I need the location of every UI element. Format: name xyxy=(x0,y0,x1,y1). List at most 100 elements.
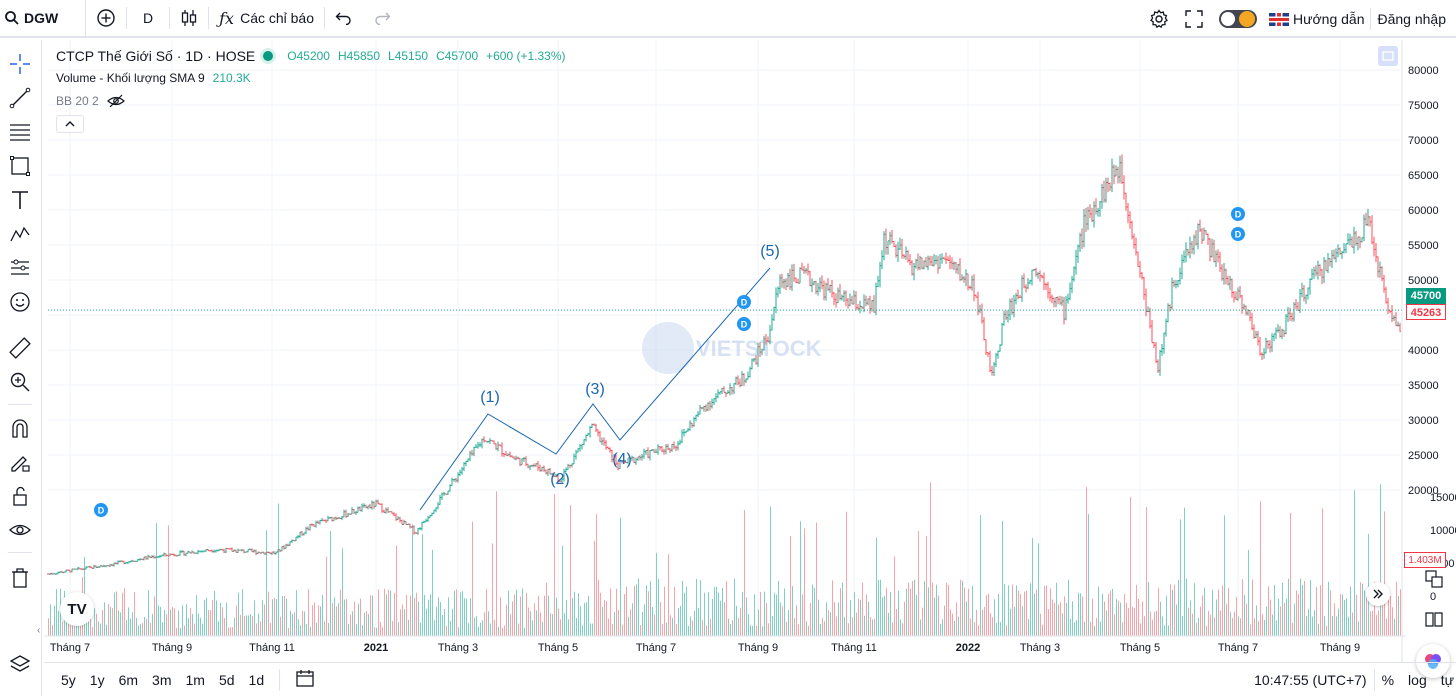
emoji-tool[interactable] xyxy=(6,288,34,316)
dividend-marker[interactable]: D xyxy=(737,295,751,309)
volume-bar xyxy=(1010,608,1011,636)
range-button-3m[interactable]: 3m xyxy=(152,671,172,688)
legend-volume[interactable]: Volume - Khối lượng SMA 9 210.3K xyxy=(56,71,251,85)
volume-bar xyxy=(826,602,827,636)
dividend-marker[interactable]: D xyxy=(94,503,108,517)
symbol-search[interactable]: DGW xyxy=(0,0,86,37)
remove-drawings-tool[interactable] xyxy=(6,564,34,592)
volume-bar xyxy=(1268,586,1269,636)
rectangle-icon xyxy=(10,156,30,176)
fib-lines-icon xyxy=(10,124,30,141)
trend-line-tool[interactable] xyxy=(6,84,34,112)
volume-bars xyxy=(48,482,1401,636)
screenshot-button[interactable] xyxy=(1378,46,1398,66)
volume-bar xyxy=(1058,604,1059,636)
lock-tool[interactable] xyxy=(6,482,34,510)
fullscreen-button[interactable] xyxy=(1177,0,1211,38)
volume-bar xyxy=(734,578,735,636)
volume-bar xyxy=(206,597,207,636)
tradingview-logo[interactable]: TV xyxy=(60,592,94,626)
toggle-knob xyxy=(1221,12,1235,26)
x-tick-label: Tháng 7 xyxy=(50,642,90,654)
volume-bar xyxy=(354,601,355,636)
range-button-1d[interactable]: 1d xyxy=(248,671,265,688)
volume-bar xyxy=(1224,515,1225,636)
dividend-marker[interactable]: D xyxy=(1231,227,1245,241)
volume-bar xyxy=(252,616,253,636)
pattern-tool[interactable] xyxy=(6,220,34,248)
settings-button[interactable] xyxy=(1141,0,1177,38)
range-button-6m[interactable]: 6m xyxy=(118,671,139,688)
volume-bar xyxy=(1280,606,1281,636)
percent-toggle[interactable]: % xyxy=(1381,672,1395,688)
dividend-marker-label: D xyxy=(1235,230,1242,240)
volume-bar xyxy=(130,618,131,636)
legend-bb[interactable]: BB 20 2 xyxy=(56,94,125,108)
range-button-1y[interactable]: 1y xyxy=(89,671,105,688)
volume-bar xyxy=(842,582,843,636)
object-tree-tool[interactable] xyxy=(6,650,34,678)
volume-bar xyxy=(748,614,749,636)
fib-tool[interactable] xyxy=(6,118,34,146)
volume-bar xyxy=(566,600,567,636)
log-toggle[interactable]: log xyxy=(1408,672,1427,688)
volume-bar xyxy=(1294,603,1295,636)
volume-bar xyxy=(454,590,455,636)
draw-mode-tool[interactable] xyxy=(6,448,34,476)
volume-bar xyxy=(1244,595,1245,636)
volume-bar xyxy=(630,609,631,636)
login-button[interactable]: Đăng nhập xyxy=(1377,11,1446,27)
collapse-left-icon[interactable]: ‹ xyxy=(37,625,41,636)
book-button[interactable] xyxy=(1424,609,1444,629)
elliott-wave-line[interactable] xyxy=(419,267,771,511)
auto-toggle[interactable]: tự xyxy=(1440,672,1454,688)
assistant-button[interactable] xyxy=(1416,644,1450,678)
theme-toggle[interactable] xyxy=(1219,10,1257,28)
elliott-wave[interactable]: (1) (2) (3) (4) (5) xyxy=(419,243,780,511)
legend-collapse-button[interactable] xyxy=(56,115,84,133)
measure-tool[interactable] xyxy=(6,334,34,362)
volume-bar xyxy=(264,604,265,636)
volume-bar xyxy=(1138,598,1139,636)
date-range-button[interactable] xyxy=(288,668,322,691)
chart-type-button[interactable] xyxy=(170,0,208,37)
range-button-5y[interactable]: 5y xyxy=(61,671,76,688)
magnet-tool[interactable] xyxy=(6,414,34,442)
scroll-right-button[interactable] xyxy=(1366,582,1390,606)
range-button-1m[interactable]: 1m xyxy=(185,671,205,688)
volume-bar xyxy=(1390,595,1391,636)
compare-button[interactable] xyxy=(86,0,126,37)
visibility-tool[interactable] xyxy=(6,516,34,544)
volume-bar xyxy=(410,595,411,636)
clock-text[interactable]: 10:47:55 (UTC+7) xyxy=(1254,672,1367,688)
volume-bar xyxy=(1282,582,1283,636)
volume-bar xyxy=(1396,581,1397,636)
volume-bar xyxy=(1238,616,1239,636)
guide-button[interactable]: Hướng dẫn xyxy=(1265,0,1370,38)
volume-bar xyxy=(698,607,699,636)
rectangle-tool[interactable] xyxy=(6,152,34,180)
redo-button[interactable] xyxy=(363,0,401,37)
volume-bar xyxy=(768,623,769,636)
volume-bar xyxy=(706,625,707,636)
volume-bar xyxy=(1002,520,1003,636)
translate-button[interactable] xyxy=(1424,569,1444,589)
undo-button[interactable] xyxy=(325,0,363,37)
indicators-button[interactable]: ƒx Các chỉ báo xyxy=(209,0,324,37)
interval-button[interactable]: D xyxy=(143,10,154,26)
volume-bar xyxy=(186,604,187,636)
text-tool[interactable] xyxy=(6,186,34,214)
volume-bar xyxy=(804,528,805,636)
eye-off-icon[interactable] xyxy=(106,94,125,108)
dividend-marker[interactable]: D xyxy=(737,317,751,331)
volume-bar xyxy=(442,614,443,636)
range-button-5d[interactable]: 5d xyxy=(218,671,235,688)
zoom-tool[interactable] xyxy=(6,368,34,396)
prediction-tool[interactable] xyxy=(6,254,34,282)
crosshair-tool[interactable] xyxy=(6,50,34,78)
separator xyxy=(126,7,127,29)
dividend-marker[interactable]: D xyxy=(1231,207,1245,221)
